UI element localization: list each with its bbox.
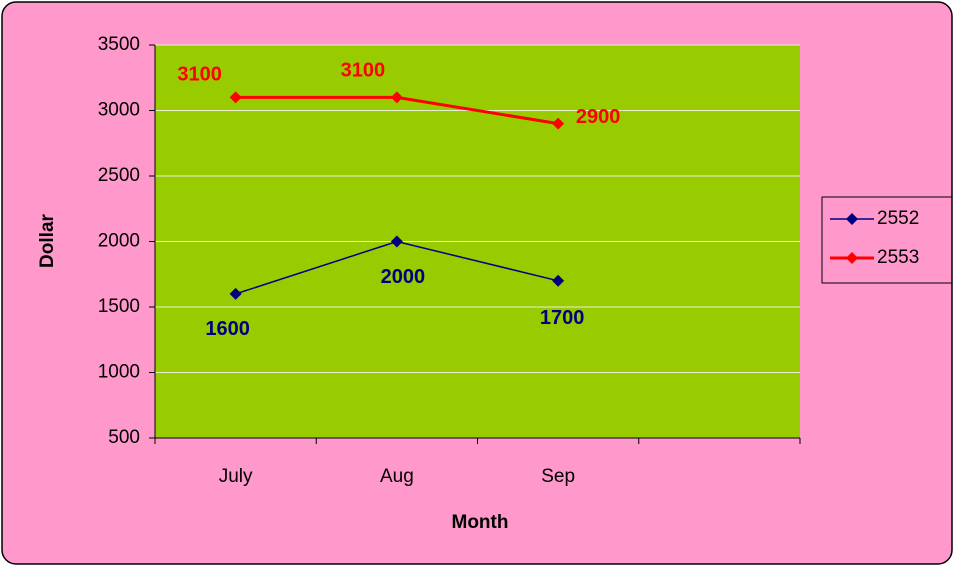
data-label: 2000 (381, 266, 426, 288)
y-axis-title: Dollar (37, 213, 58, 267)
y-tick-label: 500 (108, 427, 140, 448)
x-tick-label: Aug (380, 466, 414, 487)
data-label: 3100 (177, 64, 222, 86)
y-tick-label: 2500 (98, 165, 140, 186)
data-point (552, 274, 565, 287)
x-tick-label: Sep (541, 466, 575, 487)
y-tick-label: 2000 (98, 231, 140, 252)
data-point (229, 91, 242, 104)
data-point (390, 235, 403, 248)
legend-box (821, 196, 953, 284)
legend-marker (846, 252, 858, 264)
y-tick-label: 3000 (98, 100, 140, 121)
y-tick-label: 3500 (98, 34, 140, 55)
data-label: 1700 (540, 307, 585, 329)
data-label: 2900 (576, 106, 621, 128)
x-tick-label: July (219, 466, 253, 487)
legend-label: 2552 (877, 208, 919, 229)
data-point (229, 287, 242, 300)
legend-marker (846, 213, 858, 225)
legend-label: 2553 (877, 247, 919, 268)
data-label: 3100 (341, 60, 386, 82)
y-tick-label: 1500 (98, 296, 140, 317)
y-tick-label: 1000 (98, 362, 140, 383)
data-label: 1600 (205, 318, 250, 340)
data-point (390, 91, 403, 104)
data-point (552, 117, 565, 130)
x-axis-title: Month (452, 512, 509, 533)
